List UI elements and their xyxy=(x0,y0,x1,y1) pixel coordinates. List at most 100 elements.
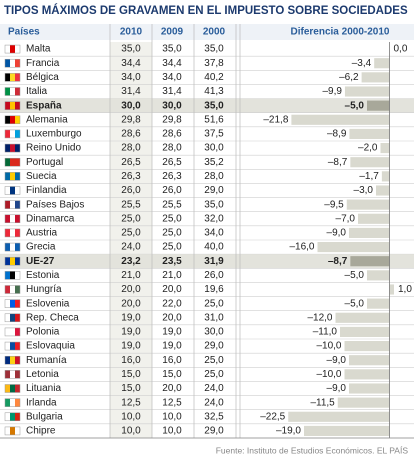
flag-border xyxy=(4,398,21,407)
cell: 35,0 xyxy=(204,44,224,55)
value-label: –21,8 xyxy=(263,114,288,125)
cell: 29,8 xyxy=(121,114,141,125)
flag xyxy=(10,299,15,308)
flag xyxy=(15,384,20,393)
flag xyxy=(15,45,20,54)
cell: 10,0 xyxy=(162,411,182,422)
flag xyxy=(10,243,15,252)
value-label: –9,0 xyxy=(327,383,347,394)
cell: 28,0 xyxy=(204,171,224,182)
value-label: –2,0 xyxy=(358,143,378,154)
country: Finlandia xyxy=(26,185,67,196)
cell: 34,0 xyxy=(204,228,224,239)
flag xyxy=(5,228,10,237)
bar xyxy=(317,242,390,253)
flag xyxy=(10,45,15,54)
cell: 20,0 xyxy=(121,298,141,309)
value-label: –10,0 xyxy=(316,341,341,352)
country: Rumanía xyxy=(26,355,67,366)
cell: 19,0 xyxy=(121,312,141,323)
flag-border xyxy=(4,313,21,323)
flag xyxy=(10,342,15,351)
cell: 25,5 xyxy=(162,199,182,210)
bar xyxy=(344,86,390,97)
cell: 25,0 xyxy=(204,369,224,380)
cell: 40,2 xyxy=(204,72,224,83)
flag-border xyxy=(4,186,21,195)
row-highlight xyxy=(0,254,414,269)
cell: 12,5 xyxy=(121,397,141,408)
flag-border xyxy=(4,101,21,110)
flag xyxy=(5,384,10,393)
cell: 28,0 xyxy=(162,143,182,154)
value-label: –9,9 xyxy=(322,86,342,97)
bar xyxy=(291,114,390,125)
cell: 24,0 xyxy=(204,383,224,394)
flag xyxy=(10,327,15,336)
country: Hungría xyxy=(26,284,62,295)
cell: 31,9 xyxy=(204,256,224,267)
country: Francia xyxy=(26,58,60,69)
flag xyxy=(15,87,20,96)
cell: 19,0 xyxy=(162,327,182,338)
column-header: 2009 xyxy=(161,27,184,38)
bar xyxy=(374,58,390,69)
flag-border xyxy=(4,87,21,96)
cell: 26,3 xyxy=(121,171,141,182)
flag xyxy=(15,144,20,153)
cell: 37,5 xyxy=(204,129,224,140)
value-label: –10,0 xyxy=(316,369,341,380)
value-label: –5,0 xyxy=(345,270,365,281)
flag-border xyxy=(4,285,21,294)
cell: 24,0 xyxy=(204,397,224,408)
flag xyxy=(15,327,20,336)
flag xyxy=(5,257,10,266)
bar xyxy=(346,199,390,210)
flag xyxy=(10,398,15,407)
flag xyxy=(5,200,10,209)
flag-border xyxy=(4,44,21,54)
cell: 51,6 xyxy=(204,114,224,125)
flag xyxy=(5,172,10,181)
flag xyxy=(10,412,15,421)
cell: 31,0 xyxy=(204,312,224,323)
bar xyxy=(367,270,390,281)
column-header: 2010 xyxy=(120,27,143,38)
cell: 30,0 xyxy=(204,143,224,154)
cell: 29,8 xyxy=(162,114,182,125)
flag-border xyxy=(4,426,21,436)
flag xyxy=(5,158,10,167)
flag xyxy=(10,101,15,110)
value-label: –3,0 xyxy=(354,185,374,196)
flag-border xyxy=(4,129,21,139)
cell: 24,0 xyxy=(121,242,141,253)
cell: 15,0 xyxy=(162,369,182,380)
flag xyxy=(10,144,15,153)
cell: 26,0 xyxy=(204,270,224,281)
source: Fuente: Instituto de Estudios Económicos… xyxy=(216,445,409,455)
flag xyxy=(10,59,15,68)
cell: 25,0 xyxy=(204,355,224,366)
flag xyxy=(15,228,20,237)
flag xyxy=(15,257,20,266)
country: Malta xyxy=(26,44,51,55)
flag xyxy=(5,271,10,280)
value-label: –5,0 xyxy=(345,298,365,309)
country: Polonia xyxy=(26,327,60,338)
country: Suecia xyxy=(26,171,57,182)
country: Lituania xyxy=(26,383,61,394)
country: Países Bajos xyxy=(26,199,84,210)
flag xyxy=(10,228,15,237)
flag xyxy=(10,186,15,195)
bar xyxy=(358,213,390,224)
flag xyxy=(5,342,10,351)
cell: 35,0 xyxy=(162,44,182,55)
cell: 20,0 xyxy=(162,312,182,323)
flag xyxy=(15,73,20,82)
flag xyxy=(15,101,20,110)
flag xyxy=(10,172,15,181)
flag xyxy=(5,73,10,82)
value-label: –6,2 xyxy=(339,72,359,83)
value-label: –22,5 xyxy=(260,411,285,422)
